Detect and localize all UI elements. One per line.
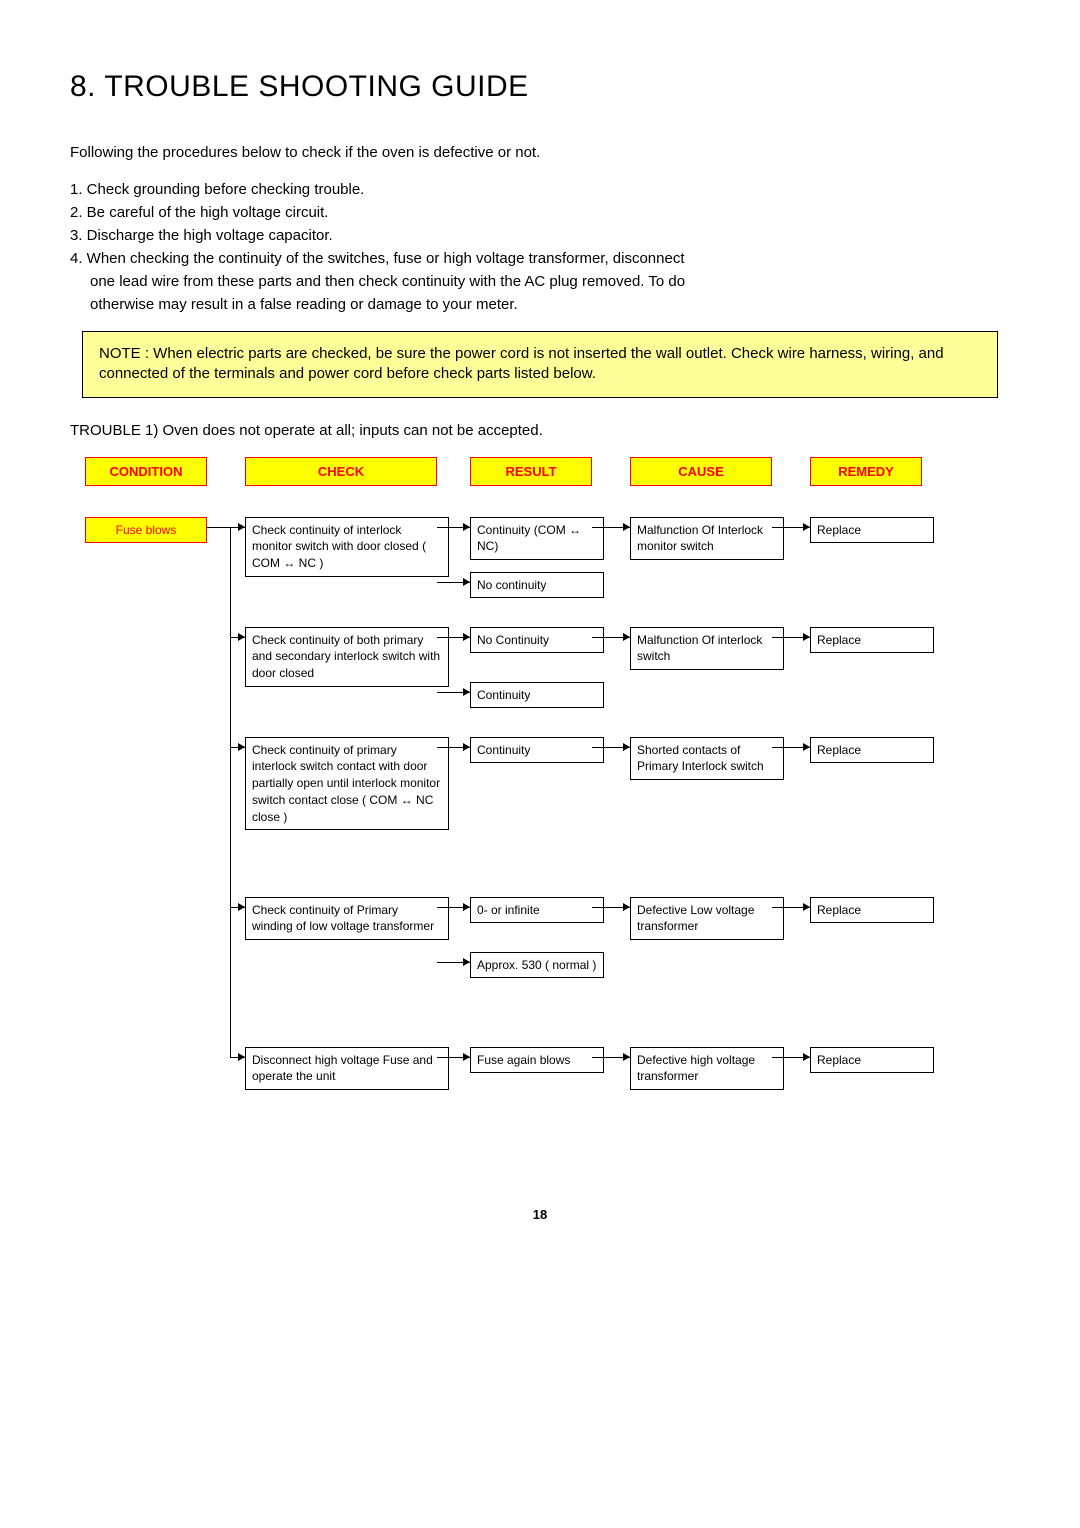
list-item: 3. Discharge the high voltage capacitor. (70, 225, 1010, 246)
result-box: Continuity (470, 682, 604, 709)
page-number: 18 (70, 1207, 1010, 1222)
procedure-list: 1. Check grounding before checking troub… (70, 179, 1010, 315)
remedy-box: Replace (810, 517, 934, 544)
remedy-box: Replace (810, 1047, 934, 1074)
header-cause: CAUSE (630, 457, 772, 486)
header-result: RESULT (470, 457, 592, 486)
trouble-heading: TROUBLE 1) Oven does not operate at all;… (70, 422, 1010, 439)
cause-box: Shorted contacts of Primary Interlock sw… (630, 737, 784, 781)
cause-box: Malfunction Of Interlock monitor switch (630, 517, 784, 561)
list-item: 2. Be careful of the high voltage circui… (70, 202, 1010, 223)
list-item: 4. When checking the continuity of the s… (70, 248, 1010, 269)
check-box: Check continuity of Primary winding of l… (245, 897, 449, 941)
result-box: No continuity (470, 572, 604, 599)
note-box: NOTE : When electric parts are checked, … (82, 331, 998, 398)
remedy-box: Replace (810, 897, 934, 924)
flowchart: CONDITION CHECK RESULT CAUSE REMEDY Fuse blow… (70, 457, 990, 1177)
result-box: Approx. 530 ( normal ) (470, 952, 604, 979)
cause-box: Malfunction Of interlock switch (630, 627, 784, 671)
result-box: 0- or infinite (470, 897, 604, 924)
cause-box: Defective high voltage transformer (630, 1047, 784, 1091)
check-box: Check continuity of primary interlock sw… (245, 737, 449, 831)
result-box: Continuity (470, 737, 604, 764)
intro-text: Following the procedures below to check … (70, 144, 1010, 161)
remedy-box: Replace (810, 737, 934, 764)
remedy-box: Replace (810, 627, 934, 654)
header-check: CHECK (245, 457, 437, 486)
condition-box: Fuse blows (85, 517, 207, 543)
check-box: Check continuity of interlock monitor sw… (245, 517, 449, 577)
result-box: Continuity (COM ↔ NC) (470, 517, 604, 561)
cause-box: Defective Low voltage transformer (630, 897, 784, 941)
check-box: Disconnect high voltage Fuse and operate… (245, 1047, 449, 1091)
check-box: Check continuity of both primary and sec… (245, 627, 449, 687)
list-item: one lead wire from these parts and then … (70, 271, 1010, 292)
list-item: 1. Check grounding before checking troub… (70, 179, 1010, 200)
result-box: No Continuity (470, 627, 604, 654)
page-title: 8. TROUBLE SHOOTING GUIDE (70, 70, 1010, 104)
header-condition: CONDITION (85, 457, 207, 486)
list-item: otherwise may result in a false reading … (70, 294, 1010, 315)
header-remedy: REMEDY (810, 457, 922, 486)
result-box: Fuse again blows (470, 1047, 604, 1074)
